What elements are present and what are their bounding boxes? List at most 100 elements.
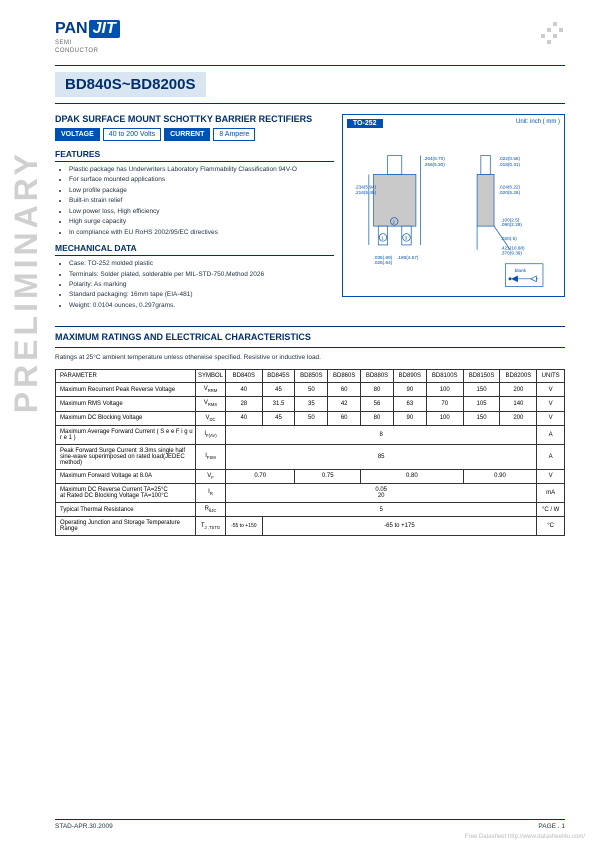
logo-sub2: CONDUCTOR <box>55 48 120 54</box>
features-heading: FEATURES <box>55 149 334 162</box>
value-cell: 50 <box>295 383 328 397</box>
max-ratings-note: Ratings at 25°C ambient temperature unle… <box>55 354 565 361</box>
svg-text:3: 3 <box>405 235 408 240</box>
current-label: CURRENT <box>164 128 210 141</box>
value-cell: -55 to +150 <box>226 517 263 536</box>
value-cell: 150 <box>463 383 500 397</box>
package-unit: Unit: inch ( mm ) <box>516 119 560 128</box>
feature-item: Low power loss, High efficiency <box>69 208 334 216</box>
svg-text:1: 1 <box>381 235 384 240</box>
svg-text:.216(5.49): .216(5.49) <box>355 190 377 195</box>
value-cell: 0.75 <box>295 469 361 483</box>
table-header: BD8100S <box>426 370 463 383</box>
footer-page: PAGE . 1 <box>538 823 565 830</box>
features-list: Plastic package has Underwriters Laborat… <box>55 166 334 237</box>
logo-jit: JIT <box>89 20 120 38</box>
table-header: BD8200S <box>500 370 537 383</box>
feature-item: In compliance with EU RoHS 2002/95/EC di… <box>69 229 334 237</box>
logo-block: PAN JIT SEMI CONDUCTOR <box>55 20 120 54</box>
mechdata-item: Polarity: As marking <box>69 281 334 289</box>
unit-cell: °C / W <box>537 503 565 517</box>
voltage-label: VOLTAGE <box>55 128 100 141</box>
table-header: BD860S <box>328 370 361 383</box>
footer: STAD-APR.30.2009 PAGE . 1 <box>55 819 565 830</box>
max-ratings-heading: MAXIMUM RATINGS AND ELECTRICAL CHARACTER… <box>55 326 565 348</box>
table-header: BD8150S <box>463 370 500 383</box>
mechdata-list: Case: TO-252 molded plastic Terminals: So… <box>55 260 334 310</box>
pill-row: VOLTAGE 40 to 200 Volts CURRENT 8 Ampere <box>55 128 334 141</box>
param-cell: Maximum Recurrent Peak Reverse Voltage <box>56 383 196 397</box>
mechdata-item: Terminals: Solder plated, solderable per… <box>69 271 334 279</box>
value-cell: 60 <box>328 411 361 425</box>
footer-date: STAD-APR.30.2009 <box>55 823 113 830</box>
value-cell: 0.05 20 <box>226 484 537 503</box>
value-cell: 70 <box>426 397 463 411</box>
table-header: BD850S <box>295 370 328 383</box>
free-datasheet-link: Free Datasheet http://www.datasheet4u.co… <box>465 834 585 840</box>
ratings-table: PARAMETERSYMBOLBD840SBD845SBD850SBD860SB… <box>55 369 565 536</box>
symbol-cell: VF <box>196 469 226 483</box>
value-cell: 45 <box>262 411 295 425</box>
ratings-head-row: PARAMETERSYMBOLBD840SBD845SBD850SBD860SB… <box>56 370 565 383</box>
value-cell: 0.80 <box>361 469 464 483</box>
table-header: BD840S <box>226 370 263 383</box>
table-row: Peak Forward Surge Current :8.3ms single… <box>56 444 565 469</box>
unit-cell: A <box>537 444 565 469</box>
feature-item: High surge capacity <box>69 218 334 226</box>
table-header: SYMBOL <box>196 370 226 383</box>
value-cell: 80 <box>361 383 394 397</box>
value-cell: 60 <box>328 383 361 397</box>
table-row: Typical Thermal ResistanceRθJC5°C / W <box>56 503 565 517</box>
table-row: Maximum Recurrent Peak Reverse VoltageVR… <box>56 383 565 397</box>
value-cell: 56 <box>361 397 394 411</box>
logo: PAN JIT <box>55 20 120 38</box>
preliminary-watermark: PRELIMINARY <box>8 150 45 413</box>
table-row: Maximum DC Blocking VoltageVDC4045506080… <box>56 411 565 425</box>
param-cell: Maximum DC Reverse Current TA=25°C at Ra… <box>56 484 196 503</box>
value-cell: 200 <box>500 383 537 397</box>
unit-cell: V <box>537 411 565 425</box>
value-cell: -65 to +175 <box>262 517 537 536</box>
top-columns: DPAK SURFACE MOUNT SCHOTTKY BARRIER RECT… <box>55 114 565 312</box>
value-cell: 100 <box>426 383 463 397</box>
value-cell: 50 <box>295 411 328 425</box>
unit-cell: °C <box>537 517 565 536</box>
value-cell: 42 <box>328 397 361 411</box>
svg-text:.024(6.22): .024(6.22) <box>499 184 521 189</box>
symbol-cell: IFSM <box>196 444 226 469</box>
symbol-cell: RθJC <box>196 503 226 517</box>
table-header: BD880S <box>361 370 394 383</box>
header-row: PAN JIT SEMI CONDUCTOR <box>55 20 565 54</box>
mechdata-item: Weight: 0.0104 ounces, 0.297grams. <box>69 302 334 310</box>
feature-item: For surface mounted applications <box>69 176 334 184</box>
content: BD840S~BD8200S DPAK SURFACE MOUNT SCHOTT… <box>55 65 565 536</box>
value-cell: 45 <box>262 383 295 397</box>
svg-text:.234(5.94): .234(5.94) <box>355 184 377 189</box>
right-column: TO-252 Unit: inch ( mm ) .264 <box>342 114 565 312</box>
table-header: BD845S <box>262 370 295 383</box>
symbol-cell: VRMS <box>196 397 226 411</box>
symbol-cell: TJ ,TSTG <box>196 517 226 536</box>
param-cell: Peak Forward Surge Current :8.3ms single… <box>56 444 196 469</box>
value-cell: 35 <box>295 397 328 411</box>
value-cell: 90 <box>393 383 426 397</box>
param-cell: Typical Thermal Resistance <box>56 503 196 517</box>
value-cell: 0.70 <box>226 469 295 483</box>
mechdata-item: Case: TO-252 molded plastic <box>69 260 334 268</box>
value-cell: 200 <box>500 411 537 425</box>
value-cell: 63 <box>393 397 426 411</box>
svg-text:.020(.5): .020(.5) <box>501 236 518 241</box>
svg-text:.370(9.39): .370(9.39) <box>501 250 523 255</box>
svg-text:blank: blank <box>515 268 527 273</box>
table-row: Operating Junction and Storage Temperatu… <box>56 517 565 536</box>
table-header: UNITS <box>537 370 565 383</box>
value-cell: 0.90 <box>463 469 537 483</box>
unit-cell: V <box>537 383 565 397</box>
value-cell: 85 <box>226 444 537 469</box>
svg-text:.022(0.56): .022(0.56) <box>499 156 521 161</box>
unit-cell: V <box>537 469 565 483</box>
table-header: BD890S <box>393 370 426 383</box>
voltage-value: 40 to 200 Volts <box>103 128 161 141</box>
unit-cell: V <box>537 397 565 411</box>
param-cell: Operating Junction and Storage Temperatu… <box>56 517 196 536</box>
